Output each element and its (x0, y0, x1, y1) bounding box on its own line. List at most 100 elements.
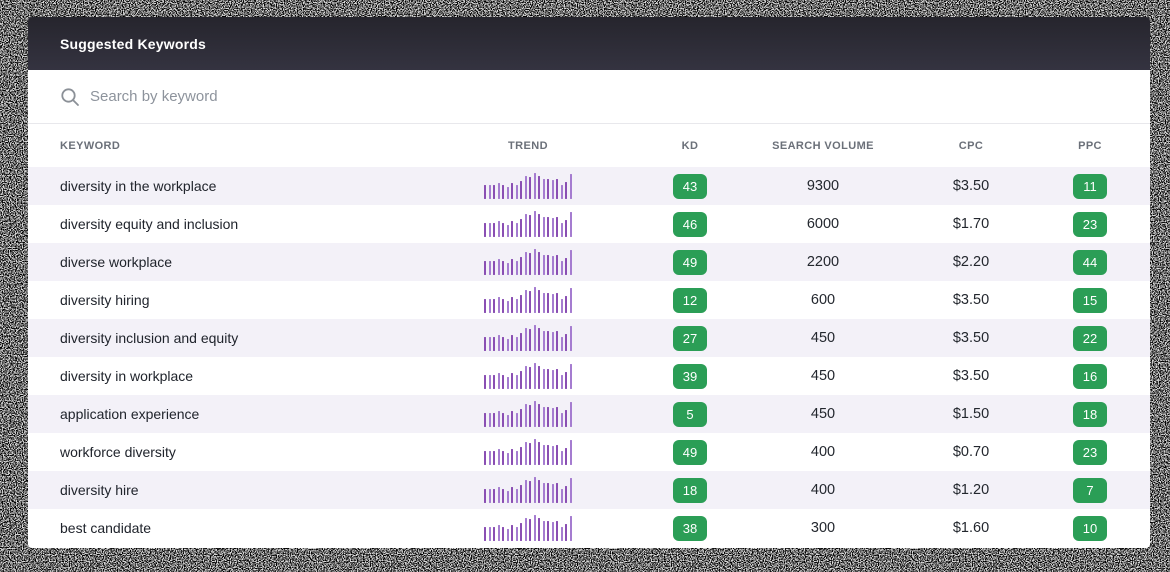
trend-sparkline (484, 439, 572, 465)
trend-sparkline (484, 401, 572, 427)
spark-bar (542, 331, 545, 351)
spark-bar (538, 366, 541, 389)
ppc-badge: 11 (1073, 173, 1107, 199)
cpc-cell: $3.50 (952, 178, 990, 194)
ppc-badge: 23 (1073, 439, 1107, 465)
spark-bar (520, 409, 523, 427)
table-row[interactable]: diversity equity and inclusion 46 6000 $… (28, 205, 1150, 243)
spark-bar (502, 299, 505, 313)
spark-bar (497, 449, 500, 465)
panel-header: Suggested Keywords (28, 17, 1150, 70)
trend-cell (438, 401, 618, 427)
spark-bar (538, 518, 541, 541)
spark-bar (542, 179, 545, 199)
column-header-search-volume: SEARCH VOLUME (772, 139, 874, 152)
kd-cell: 49 (618, 249, 762, 275)
trend-sparkline (484, 249, 572, 275)
spark-bar (511, 335, 514, 351)
kd-badge: 5 (673, 401, 707, 427)
ppc-cell: 7 (1058, 477, 1122, 503)
search-input[interactable] (90, 70, 1118, 123)
spark-bar (524, 366, 527, 389)
spark-bar (542, 521, 545, 541)
search-icon (61, 87, 79, 106)
spark-bar (511, 259, 514, 275)
table-row[interactable]: diversity in the workplace 43 9300 $3.50… (28, 167, 1150, 205)
spark-bar (565, 220, 568, 237)
spark-bar (515, 337, 518, 351)
spark-bar (502, 223, 505, 237)
spark-bar (493, 413, 496, 427)
search-volume-cell: 2200 (806, 254, 840, 270)
trend-cell (438, 515, 618, 541)
table-row[interactable]: diversity inclusion and equity 27 450 $3… (28, 319, 1150, 357)
kd-cell: 38 (618, 515, 762, 541)
kd-badge: 46 (673, 211, 707, 237)
table-row[interactable]: best candidate 38 300 $1.60 10 (28, 509, 1150, 547)
spark-bar (560, 375, 563, 389)
spark-bar (560, 337, 563, 351)
spark-bar (520, 333, 523, 351)
table-row[interactable]: application experience 5 450 $1.50 18 (28, 395, 1150, 433)
spark-bar (542, 255, 545, 275)
table-row[interactable]: diversity in workplace 39 450 $3.50 16 (28, 357, 1150, 395)
table-row[interactable]: workforce diversity 49 400 $0.70 23 (28, 433, 1150, 471)
kd-badge: 49 (673, 439, 707, 465)
table-row[interactable]: diversity hire 18 400 $1.20 7 (28, 471, 1150, 509)
panel-title: Suggested Keywords (60, 35, 206, 52)
spark-bar (497, 525, 500, 541)
spark-bar (484, 337, 487, 351)
spark-bar (565, 182, 568, 199)
keyword-cell: diversity hire (60, 482, 139, 498)
spark-bar (529, 367, 532, 389)
spark-bar (529, 177, 532, 199)
spark-bar (547, 293, 550, 313)
spark-bar (515, 299, 518, 313)
kd-cell: 46 (618, 211, 762, 237)
spark-bar (551, 446, 554, 465)
spark-bar (493, 527, 496, 541)
ppc-badge: 7 (1073, 477, 1107, 503)
spark-bar (547, 331, 550, 351)
spark-bar (524, 290, 527, 313)
kd-badge: 43 (673, 173, 707, 199)
spark-bar (533, 211, 536, 237)
keyword-cell: diversity hiring (60, 292, 150, 308)
trend-sparkline (484, 287, 572, 313)
spark-bar (497, 487, 500, 503)
spark-bar (556, 369, 559, 389)
spark-bar (484, 299, 487, 313)
trend-cell (438, 477, 618, 503)
spark-bar (556, 293, 559, 313)
trend-cell (438, 439, 618, 465)
trend-cell (438, 363, 618, 389)
spark-bar (502, 375, 505, 389)
spark-bar (533, 439, 536, 465)
spark-bar (488, 375, 491, 389)
table-header-row: KEYWORD TREND KD SEARCH VOLUME CPC PPC (28, 124, 1150, 167)
trend-cell (438, 211, 618, 237)
spark-bar (502, 185, 505, 199)
trend-cell (438, 287, 618, 313)
ppc-cell: 22 (1058, 325, 1122, 351)
spark-bar (520, 485, 523, 503)
table-row[interactable]: diverse workplace 49 2200 $2.20 44 (28, 243, 1150, 281)
spark-bar (533, 173, 536, 199)
search-volume-cell: 400 (810, 482, 836, 498)
spark-bar (520, 257, 523, 275)
table-row[interactable]: diversity hiring 12 600 $3.50 15 (28, 281, 1150, 319)
kd-badge: 39 (673, 363, 707, 389)
ppc-badge: 23 (1073, 211, 1107, 237)
spark-bar (502, 413, 505, 427)
spark-bar (565, 258, 568, 275)
spark-bar (520, 219, 523, 237)
spark-bar (565, 410, 568, 427)
kd-badge: 18 (673, 477, 707, 503)
spark-bar (493, 451, 496, 465)
ppc-badge: 15 (1073, 287, 1107, 313)
spark-bar (497, 221, 500, 237)
spark-bar (511, 297, 514, 313)
spark-bar (556, 521, 559, 541)
spark-bar (551, 180, 554, 199)
spark-bar (511, 449, 514, 465)
